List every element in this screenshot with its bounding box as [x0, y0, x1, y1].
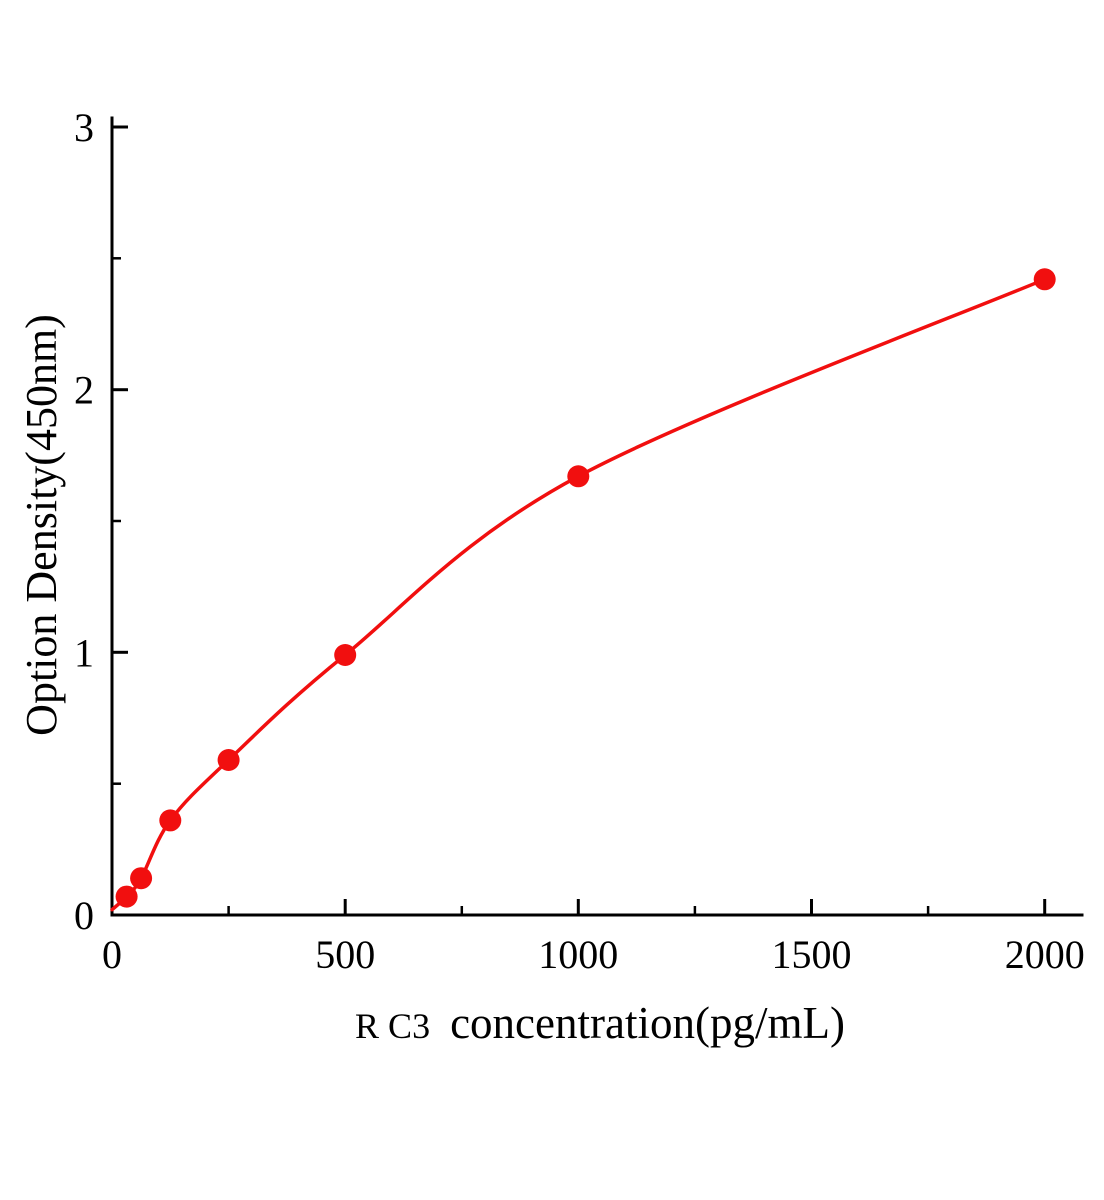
- y-tick-label: 2: [74, 368, 94, 413]
- data-point: [1033, 268, 1056, 291]
- x-axis-title-prefix: R C3: [355, 1006, 430, 1046]
- y-axis-title: Option Density(450nm): [17, 314, 66, 736]
- y-tick-label: 0: [74, 893, 94, 938]
- x-tick-label: 0: [102, 932, 122, 977]
- data-point: [130, 867, 153, 890]
- y-tick-label: 1: [74, 630, 94, 675]
- data-point: [159, 809, 182, 832]
- y-tick-label: 3: [74, 105, 94, 150]
- x-axis-title-main: concentration(pg/mL): [450, 998, 845, 1048]
- x-axis-title: R C3 concentration(pg/mL): [355, 998, 845, 1048]
- axes-layer: 0 500 1000 1500 2000 0 1 2 3: [74, 105, 1085, 977]
- x-tick-label: 1500: [772, 932, 852, 977]
- x-tick-label: 1000: [538, 932, 618, 977]
- x-tick-label: 2000: [1005, 932, 1085, 977]
- data-point: [567, 465, 590, 488]
- fit-curve: [110, 277, 1047, 912]
- x-tick-label: 500: [315, 932, 375, 977]
- plot-layer: [110, 268, 1056, 912]
- data-point: [334, 644, 357, 666]
- data-point: [217, 749, 240, 771]
- data-point: [115, 885, 138, 908]
